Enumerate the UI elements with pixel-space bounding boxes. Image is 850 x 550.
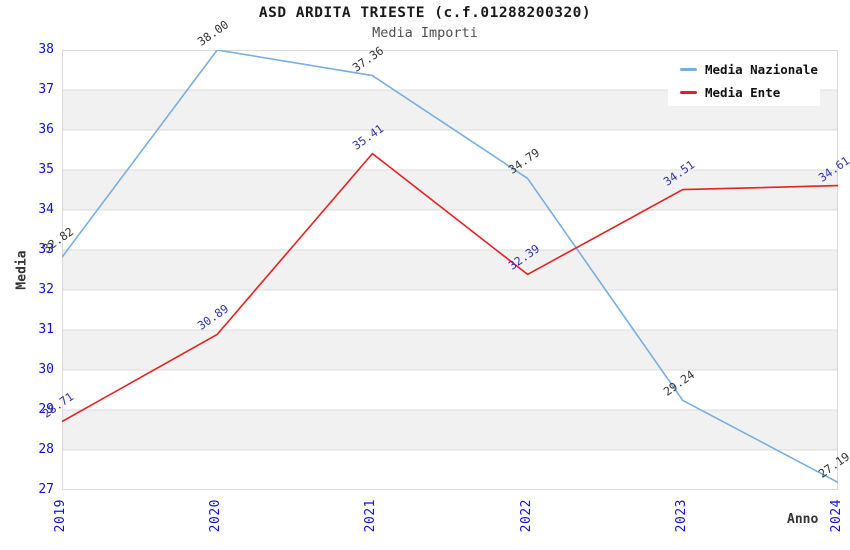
x-tick-label: 2020 xyxy=(208,499,224,533)
x-tick-label: 2023 xyxy=(673,499,689,533)
y-tick-label: 31 xyxy=(38,322,54,337)
x-axis-title: Anno xyxy=(787,512,819,527)
y-tick-label: 38 xyxy=(38,42,54,57)
x-tick-label: 2024 xyxy=(829,499,844,533)
series-line-media-nazionale xyxy=(62,50,838,484)
legend-label: Media Nazionale xyxy=(705,62,818,77)
y-tick-label: 35 xyxy=(38,162,54,177)
y-tick-label: 29 xyxy=(38,402,54,417)
legend-item-media-nazionale: Media Nazionale xyxy=(668,62,820,77)
legend-swatch-media-ente xyxy=(680,91,697,94)
chart-title: ASD ARDITA TRIESTE (c.f.01288200320) xyxy=(258,5,592,21)
band xyxy=(62,170,838,210)
chart-subtitle: Media Importi xyxy=(372,25,478,41)
legend-swatch-media-nazionale xyxy=(680,68,697,71)
band xyxy=(62,410,838,450)
y-tick-label: 36 xyxy=(38,122,54,137)
plot-border xyxy=(62,50,838,490)
y-tick-label: 30 xyxy=(38,362,54,377)
y-tick-label: 27 xyxy=(38,482,54,497)
plot-area xyxy=(62,50,838,490)
y-tick-label: 34 xyxy=(38,202,54,217)
y-tick-label: 28 xyxy=(38,442,54,457)
x-tick-label: 2021 xyxy=(363,499,379,533)
band xyxy=(62,330,838,370)
x-tick-label: 2019 xyxy=(53,499,68,533)
y-tick-label: 32 xyxy=(38,282,54,297)
legend-label: Media Ente xyxy=(705,85,781,100)
series-line-media-ente xyxy=(62,152,838,423)
x-tick-label: 2022 xyxy=(518,499,534,533)
y-tick-label: 37 xyxy=(38,82,54,97)
y-tick-label: 33 xyxy=(38,242,54,257)
legend: Media Nazionale Media Ente xyxy=(668,56,820,106)
band xyxy=(62,250,838,290)
legend-item-media-ente: Media Ente xyxy=(668,85,820,100)
